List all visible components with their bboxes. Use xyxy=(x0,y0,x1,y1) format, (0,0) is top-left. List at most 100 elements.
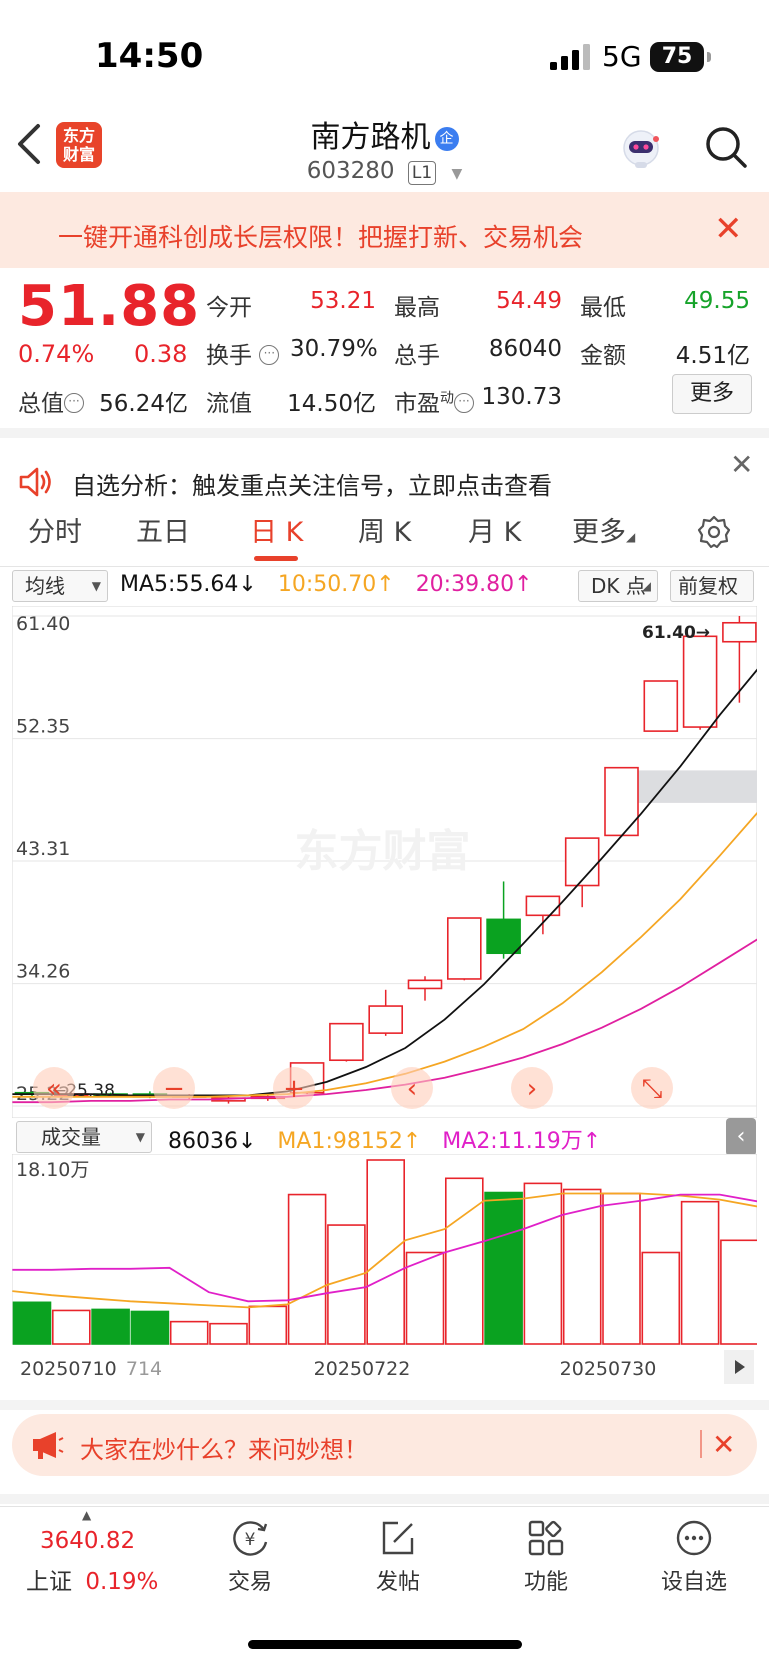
level-badge: L1 xyxy=(407,161,437,185)
tab-weekly-k[interactable]: 周 K xyxy=(358,517,412,548)
candle-body xyxy=(643,680,679,732)
stock-name: 南方路机 xyxy=(310,120,431,155)
nav-add-watchlist[interactable]: 设自选 xyxy=(644,1518,744,1596)
tab-intraday[interactable]: 分时 xyxy=(28,517,82,548)
pe-value: 130.73 xyxy=(481,384,562,410)
info-icon[interactable]: ··· xyxy=(64,393,84,413)
pan-right-icon[interactable]: › xyxy=(511,1067,553,1109)
volume-indicator-select[interactable]: 成交量 ▼ xyxy=(16,1121,152,1153)
network-type: 5G xyxy=(602,40,642,73)
search-icon[interactable] xyxy=(703,124,749,170)
nav-post[interactable]: 发帖 xyxy=(348,1518,448,1596)
pan-left-icon[interactable]: ‹ xyxy=(391,1067,433,1109)
tab-five-day[interactable]: 五日 xyxy=(136,517,190,548)
overlay-button-glyph: › xyxy=(527,1074,537,1104)
info-icon[interactable]: ··· xyxy=(454,393,474,413)
nav-trade[interactable]: ¥ 交易 xyxy=(200,1518,300,1596)
tab-daily-k[interactable]: 日 K xyxy=(250,517,304,548)
kline-chart[interactable]: 61.4052.3543.3134.2625.22东方财富61.40→←25.3… xyxy=(12,606,757,1118)
pe-label: 市盈动 ··· xyxy=(394,384,474,418)
dots-icon xyxy=(676,1520,712,1556)
chart-tabs: 分时 五日 日 K 周 K 月 K 更多◢ xyxy=(0,510,769,564)
gear-icon[interactable] xyxy=(696,514,732,550)
volume-bar xyxy=(444,1177,484,1345)
volume-ma-line-ma1 xyxy=(12,1192,757,1309)
open-label: 今开 xyxy=(206,295,252,321)
candle-body xyxy=(722,621,757,643)
collapse-panel-button[interactable]: ‹ xyxy=(726,1118,756,1156)
low-label: 最低 xyxy=(580,295,626,321)
overlay-button-glyph: − xyxy=(163,1074,185,1104)
divider xyxy=(0,566,769,567)
volume-bar xyxy=(209,1322,248,1345)
tab-monthly-k[interactable]: 月 K xyxy=(468,517,522,548)
overlay-button-glyph: + xyxy=(283,1074,305,1104)
vol-ma2-value: MA2:11.19万↑ xyxy=(442,1129,602,1154)
float-cap-label: 流值 xyxy=(206,391,252,417)
promo-banner[interactable] xyxy=(0,192,769,268)
promo-text[interactable]: 一键开通科创成长层权限！把握打新、交易机会 xyxy=(58,223,584,252)
amount-label: 金额 xyxy=(580,343,626,369)
ask-banner[interactable] xyxy=(12,1414,757,1476)
overlay-button-bg xyxy=(631,1067,673,1109)
trade-icon: ¥ xyxy=(233,1521,268,1556)
robot-assistant-icon[interactable] xyxy=(618,126,664,172)
candle-body xyxy=(604,766,639,837)
ma-line-ma10 xyxy=(12,811,757,1098)
fullscreen-icon[interactable]: ⤡ xyxy=(631,1067,673,1109)
chevron-left-icon xyxy=(18,124,40,164)
ask-close-icon[interactable]: ✕ xyxy=(712,1428,736,1461)
x-tick-label: 20250722 xyxy=(314,1358,411,1380)
active-tab-indicator xyxy=(254,556,298,561)
info-icon[interactable]: ··· xyxy=(259,345,280,365)
ma-indicator-select[interactable]: 均线 ▼ xyxy=(12,570,108,602)
nav-functions[interactable]: 功能 xyxy=(496,1518,596,1596)
volume-bar xyxy=(562,1188,602,1345)
volume-bar xyxy=(484,1191,523,1345)
analysis-alert-text[interactable]: 自选分析：触发重点关注信号，立即点击查看 xyxy=(72,472,552,500)
x-tick-label: 714 xyxy=(126,1358,162,1380)
overlay-button-bg xyxy=(273,1067,315,1109)
svg-text:¥: ¥ xyxy=(245,1530,256,1550)
overlay-button-glyph: ⤡ xyxy=(642,1074,663,1104)
overlay-button-bg xyxy=(33,1067,75,1109)
change-percent: 0.74% xyxy=(18,340,95,368)
candle-body xyxy=(564,837,600,887)
tab-more[interactable]: 更多◢ xyxy=(572,517,636,548)
candle-body xyxy=(407,979,443,990)
high-label: 最高 xyxy=(394,295,440,321)
candle-body xyxy=(329,1022,364,1062)
volume-values: 86036↓ MA1:98152↑ MA2:11.19万↑ xyxy=(168,1123,601,1155)
ma20-value: 20:39.80↑ xyxy=(415,572,533,597)
volume-bar xyxy=(366,1159,406,1345)
dk-point-select[interactable]: DK 点 ◢ xyxy=(578,570,658,602)
divider xyxy=(0,1400,769,1410)
index-row[interactable]: 上证 0.19% xyxy=(26,1562,158,1596)
back-button[interactable] xyxy=(14,122,54,172)
volume-chart[interactable]: 18.10万 20250710 714 20250722 20250730 xyxy=(12,1154,757,1400)
promo-close-icon[interactable]: ✕ xyxy=(714,209,743,249)
adjust-button[interactable]: 前复权 xyxy=(670,570,754,602)
ask-banner-text[interactable]: 大家在炒什么？来问妙想！ xyxy=(80,1436,368,1464)
stock-title[interactable]: 南方路机企 xyxy=(0,112,769,156)
overlay-button-bg xyxy=(153,1067,195,1109)
app-logo[interactable]: 东方 财富 xyxy=(56,122,102,168)
overlay-button-glyph: « xyxy=(46,1074,62,1104)
volume-value: 86040 xyxy=(488,336,562,362)
pan-first-icon[interactable]: « xyxy=(33,1067,75,1109)
candle-body xyxy=(486,918,521,955)
scroll-right-button[interactable] xyxy=(724,1350,754,1384)
index-value[interactable]: 3640.82 xyxy=(40,1528,136,1554)
speaker-icon xyxy=(19,467,51,497)
zoom-out-icon[interactable]: − xyxy=(153,1067,195,1109)
alert-close-icon[interactable]: ✕ xyxy=(730,448,754,481)
zoom-in-icon[interactable]: + xyxy=(273,1067,315,1109)
stock-code-row[interactable]: 603280 L1 ▼ xyxy=(0,158,769,185)
volume-value: 86036↓ xyxy=(168,1129,257,1154)
caret-down-icon: ▼ xyxy=(451,166,463,182)
volume-bar xyxy=(327,1224,366,1345)
turnover-value: 30.79% xyxy=(290,336,378,362)
caret-up-icon: ▲ xyxy=(82,1508,92,1522)
more-button[interactable]: 更多 xyxy=(672,374,752,414)
x-tick-label: 20250730 xyxy=(560,1358,657,1380)
